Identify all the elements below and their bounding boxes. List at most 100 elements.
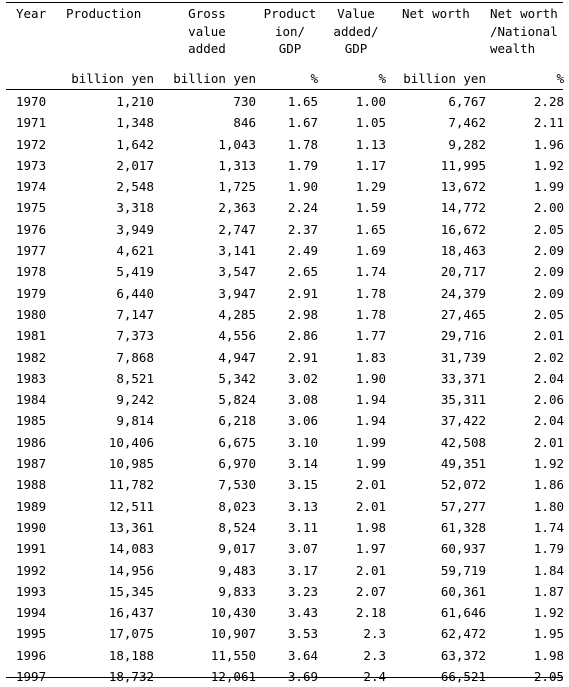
cell-production-gdp: 2.98	[287, 306, 318, 322]
cell-production-gdp: 3.43	[287, 605, 318, 621]
cell-gross-value-added: 11,550	[210, 647, 256, 663]
cell-net-worth-national-wealth: 2.05	[533, 306, 564, 322]
cell-value-added-gdp: 1.99	[355, 434, 386, 450]
cell-net-worth: 49,351	[440, 456, 486, 472]
cell-value-added-gdp: 1.83	[355, 349, 386, 365]
cell-net-worth-national-wealth: 2.28	[533, 94, 564, 109]
cell-net-worth-national-wealth: 1.96	[533, 136, 564, 152]
cell-value-added-gdp: 1.05	[355, 115, 386, 131]
cell-net-worth-national-wealth: 2.05	[533, 669, 564, 685]
table-row: 1973 2,017 1,313 1.79 1.17 11,995 1.92	[0, 155, 569, 176]
cell-net-worth: 31,739	[440, 349, 486, 365]
cell-gross-value-added: 1,313	[218, 157, 256, 173]
table-row: 1974 2,548 1,725 1.90 1.29 13,672 1.99	[0, 176, 569, 197]
cell-value-added-gdp: 1.69	[355, 243, 386, 259]
cell-value-added-gdp: 2.3	[363, 647, 386, 663]
cell-production-gdp: 1.67	[287, 115, 318, 131]
cell-production: 7,147	[116, 306, 154, 322]
table-row: 1979 6,440 3,947 2.91 1.78 24,379 2.09	[0, 283, 569, 304]
cell-year: 1978	[16, 264, 47, 280]
cell-year: 1972	[16, 136, 47, 152]
cell-gross-value-added: 10,430	[210, 605, 256, 621]
cell-gross-value-added: 9,833	[218, 583, 256, 599]
cell-production: 17,075	[108, 626, 154, 642]
cell-net-worth: 66,521	[440, 669, 486, 685]
unit-value-added-gdp: %	[378, 71, 386, 86]
cell-production-gdp: 3.17	[287, 562, 318, 578]
cell-value-added-gdp: 1.00	[355, 94, 386, 109]
table-row: 1981 7,373 4,556 2.86 1.77 29,716 2.01	[0, 325, 569, 346]
cell-year: 1985	[16, 413, 47, 429]
table-row: 1988 11,782 7,530 3.15 2.01 52,072 1.86	[0, 474, 569, 495]
cell-net-worth-national-wealth: 1.98	[533, 647, 564, 663]
cell-year: 1983	[16, 370, 47, 386]
cell-year: 1990	[16, 519, 47, 535]
cell-gross-value-added: 12,061	[210, 669, 256, 685]
cell-net-worth-national-wealth: 1.86	[533, 477, 564, 493]
cell-net-worth-national-wealth: 2.09	[533, 285, 564, 301]
cell-gross-value-added: 5,342	[218, 370, 256, 386]
cell-year: 1974	[16, 179, 47, 195]
cell-gross-value-added: 4,556	[218, 328, 256, 344]
cell-gross-value-added: 4,285	[218, 306, 256, 322]
table-row: 1996 18,188 11,550 3.64 2.3 63,372 1.98	[0, 645, 569, 666]
cell-production: 2,548	[116, 179, 154, 195]
cell-value-added-gdp: 1.65	[355, 221, 386, 237]
cell-year: 1971	[16, 115, 47, 131]
cell-production: 9,814	[116, 413, 154, 429]
cell-gross-value-added: 5,824	[218, 392, 256, 408]
cell-production: 12,511	[108, 498, 154, 514]
table-row: 1972 1,642 1,043 1.78 1.13 9,282 1.96	[0, 134, 569, 155]
cell-gross-value-added: 9,483	[218, 562, 256, 578]
cell-net-worth: 20,717	[440, 264, 486, 280]
cell-net-worth-national-wealth: 1.79	[533, 541, 564, 557]
cell-net-worth: 6,767	[448, 94, 486, 109]
cell-value-added-gdp: 1.78	[355, 285, 386, 301]
cell-net-worth: 63,372	[440, 647, 486, 663]
cell-year: 1984	[16, 392, 47, 408]
cell-value-added-gdp: 1.77	[355, 328, 386, 344]
cell-gross-value-added: 1,725	[218, 179, 256, 195]
cell-production-gdp: 3.15	[287, 477, 318, 493]
cell-year: 1997	[16, 669, 47, 685]
cell-net-worth-national-wealth: 2.01	[533, 328, 564, 344]
unit-net-worth-national-wealth: %	[556, 71, 564, 86]
cell-value-added-gdp: 2.01	[355, 562, 386, 578]
cell-gross-value-added: 2,363	[218, 200, 256, 216]
header-rule	[6, 89, 563, 90]
cell-production-gdp: 3.64	[287, 647, 318, 663]
unit-production: billion yen	[71, 71, 154, 86]
cell-production: 14,956	[108, 562, 154, 578]
unit-net-worth: billion yen	[403, 71, 486, 86]
cell-gross-value-added: 6,675	[218, 434, 256, 450]
cell-net-worth-national-wealth: 1.92	[533, 157, 564, 173]
cell-production-gdp: 1.90	[287, 179, 318, 195]
cell-value-added-gdp: 1.13	[355, 136, 386, 152]
cell-year: 1970	[16, 94, 47, 109]
cell-production: 15,345	[108, 583, 154, 599]
cell-net-worth: 29,716	[440, 328, 486, 344]
cell-production-gdp: 3.53	[287, 626, 318, 642]
cell-gross-value-added: 6,970	[218, 456, 256, 472]
cell-gross-value-added: 4,947	[218, 349, 256, 365]
cell-production-gdp: 1.79	[287, 157, 318, 173]
cell-gross-value-added: 8,524	[218, 519, 256, 535]
table-row: 1987 10,985 6,970 3.14 1.99 49,351 1.92	[0, 453, 569, 474]
cell-net-worth: 42,508	[440, 434, 486, 450]
cell-gross-value-added: 3,547	[218, 264, 256, 280]
table-row: 1971 1,348 846 1.67 1.05 7,462 2.11	[0, 112, 569, 133]
cell-year: 1986	[16, 434, 47, 450]
header-year: Year	[16, 6, 47, 21]
cell-net-worth-national-wealth: 1.87	[533, 583, 564, 599]
cell-production-gdp: 3.06	[287, 413, 318, 429]
cell-year: 1992	[16, 562, 47, 578]
cell-production-gdp: 3.10	[287, 434, 318, 450]
cell-production: 7,868	[116, 349, 154, 365]
cell-net-worth-national-wealth: 1.92	[533, 456, 564, 472]
cell-net-worth: 16,672	[440, 221, 486, 237]
cell-net-worth: 24,379	[440, 285, 486, 301]
cell-net-worth-national-wealth: 1.92	[533, 605, 564, 621]
cell-production: 18,732	[108, 669, 154, 685]
cell-production-gdp: 1.65	[287, 94, 318, 109]
